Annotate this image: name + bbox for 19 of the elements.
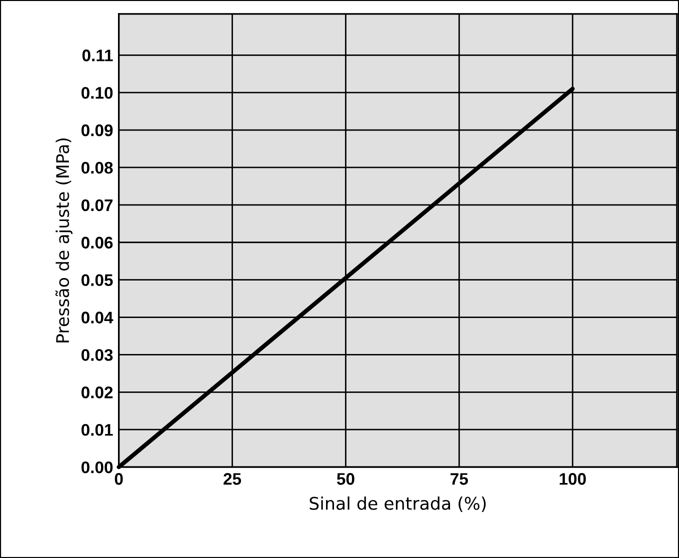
y-tick-label: 0.07 [81, 199, 113, 212]
y-tick-label: 0.11 [82, 50, 113, 62]
y-tick-label: 0.06 [81, 236, 113, 249]
y-tick-label: 0.09 [81, 124, 113, 136]
y-tick-label: 0.08 [81, 162, 113, 174]
x-tick-label: 0 [114, 473, 123, 485]
y-axis-title: Pressão de ajuste (MPa) [55, 138, 72, 342]
x-tick-label: 75 [450, 473, 468, 485]
y-tick-label: 0.05 [81, 274, 113, 286]
x-tick-label: 100 [560, 473, 586, 485]
y-tick-label: 0.04 [81, 312, 114, 324]
y-tick-label: 0.03 [81, 349, 113, 361]
x-axis-title: Sinal de entrada (%) [310, 496, 486, 512]
y-tick-label: 0.01 [81, 424, 113, 436]
x-tick-label: 50 [336, 473, 354, 485]
y-tick-label: 0.02 [81, 386, 113, 398]
y-tick-label: 0.10 [81, 86, 113, 99]
x-tick-label: 25 [224, 473, 242, 485]
y-tick-label: 0.00 [81, 461, 113, 474]
